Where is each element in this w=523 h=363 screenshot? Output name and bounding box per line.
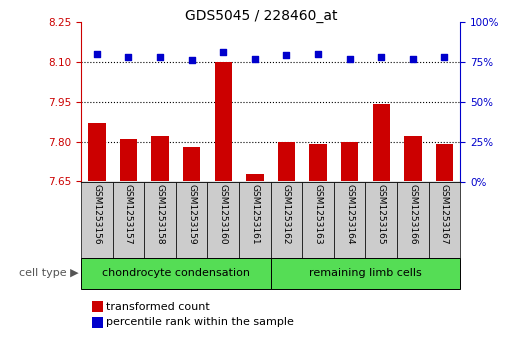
Bar: [310, 144, 327, 182]
Text: GSM1253167: GSM1253167: [440, 184, 449, 244]
Text: GSM1253162: GSM1253162: [282, 184, 291, 244]
Text: GDS5045 / 228460_at: GDS5045 / 228460_at: [185, 9, 338, 23]
Text: GSM1253158: GSM1253158: [155, 184, 165, 244]
Bar: [429, 182, 460, 258]
Point: [93, 51, 101, 57]
Bar: [144, 182, 176, 258]
Point: [124, 54, 133, 60]
Point: [440, 54, 449, 60]
Bar: [208, 182, 239, 258]
Point: [156, 54, 164, 60]
Bar: [81, 182, 112, 258]
Bar: [334, 182, 366, 258]
Point: [251, 56, 259, 61]
Point: [282, 52, 291, 58]
Bar: [214, 62, 232, 182]
Text: GSM1253161: GSM1253161: [251, 184, 259, 244]
Point: [346, 56, 354, 61]
Bar: [176, 182, 208, 258]
Bar: [404, 136, 422, 182]
Bar: [120, 139, 137, 182]
Text: chondrocyte condensation: chondrocyte condensation: [102, 268, 250, 278]
Bar: [112, 182, 144, 258]
Text: GSM1253164: GSM1253164: [345, 184, 354, 244]
Text: cell type ▶: cell type ▶: [19, 268, 78, 278]
Bar: [88, 123, 106, 182]
Point: [408, 56, 417, 61]
Text: GSM1253160: GSM1253160: [219, 184, 228, 244]
Bar: [271, 182, 302, 258]
Point: [219, 49, 228, 55]
Text: GSM1253157: GSM1253157: [124, 184, 133, 244]
Bar: [239, 182, 271, 258]
Text: GSM1253156: GSM1253156: [93, 184, 101, 244]
Text: transformed count: transformed count: [106, 302, 210, 312]
Bar: [341, 142, 358, 182]
Bar: [151, 136, 169, 182]
Bar: [366, 182, 397, 258]
Point: [314, 51, 322, 57]
Bar: [397, 182, 429, 258]
Text: GSM1253159: GSM1253159: [187, 184, 196, 244]
Point: [377, 54, 385, 60]
Point: [187, 57, 196, 63]
Bar: [246, 174, 264, 182]
Text: GSM1253166: GSM1253166: [408, 184, 417, 244]
Text: GSM1253165: GSM1253165: [377, 184, 386, 244]
Text: remaining limb cells: remaining limb cells: [309, 268, 422, 278]
Text: percentile rank within the sample: percentile rank within the sample: [106, 317, 294, 327]
Bar: [436, 144, 453, 182]
Text: GSM1253163: GSM1253163: [314, 184, 323, 244]
Bar: [271, 258, 460, 289]
Bar: [372, 104, 390, 182]
Bar: [183, 147, 200, 182]
Bar: [81, 258, 271, 289]
Bar: [278, 142, 295, 182]
Bar: [302, 182, 334, 258]
